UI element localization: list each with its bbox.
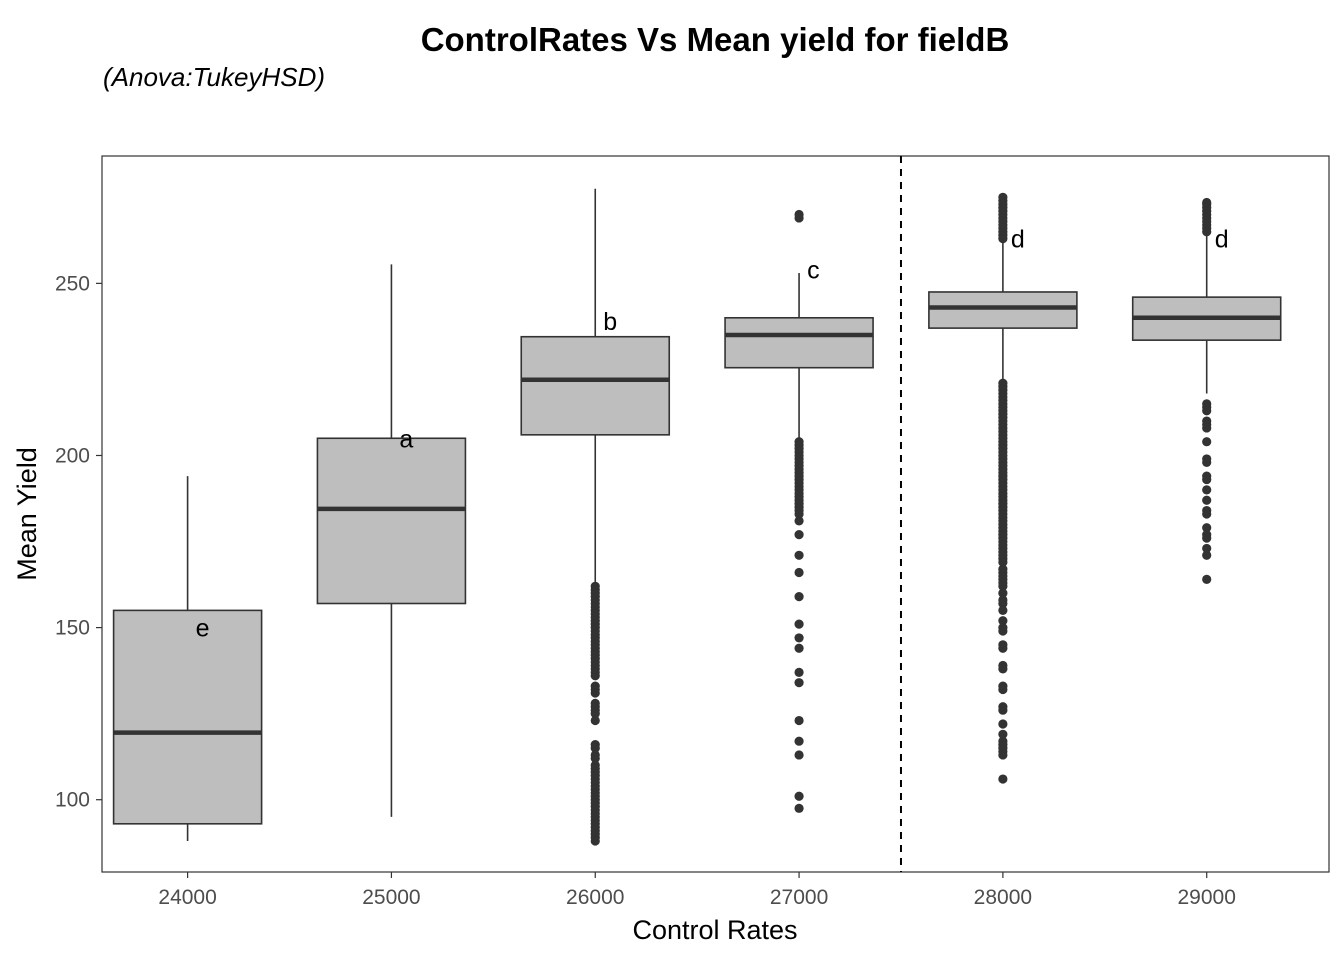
outlier-point <box>1202 543 1212 554</box>
outlier-point <box>590 743 600 753</box>
group-label: a <box>399 425 413 453</box>
outlier-point <box>998 626 1008 636</box>
outlier-point <box>794 567 804 578</box>
outlier-point <box>1202 406 1212 416</box>
outlier-point <box>794 592 804 602</box>
outlier-point <box>794 550 804 560</box>
chart-subtitle: (Anova:TukeyHSD) <box>103 62 325 92</box>
outlier-point <box>794 643 804 653</box>
outlier-point <box>794 530 804 540</box>
outlier-point <box>794 633 804 643</box>
y-tick-label: 100 <box>55 789 90 812</box>
outlier-point <box>1202 509 1212 519</box>
x-tick-label: 27000 <box>770 886 828 909</box>
x-tick-label: 24000 <box>158 886 216 909</box>
outlier-point <box>794 736 804 746</box>
outlier-point <box>590 671 600 681</box>
box <box>520 335 671 436</box>
x-tick-label: 26000 <box>566 886 624 909</box>
outlier-point <box>998 616 1008 626</box>
outlier-point <box>794 678 804 688</box>
outlier-point <box>590 709 600 719</box>
outlier-point <box>590 688 600 698</box>
y-tick-label: 250 <box>55 272 90 295</box>
chart-title: ControlRates Vs Mean yield for fieldB <box>421 21 1010 58</box>
outlier-point <box>794 750 804 760</box>
outlier-point <box>998 598 1008 609</box>
outlier-point <box>1202 437 1212 447</box>
outlier-point <box>1202 227 1212 237</box>
outlier-point <box>1202 485 1212 495</box>
outlier-point <box>998 234 1008 244</box>
outlier-point <box>998 729 1008 739</box>
outlier-point <box>1202 574 1212 585</box>
outlier-point <box>998 664 1008 674</box>
outlier-point <box>998 705 1008 715</box>
outlier-point <box>998 581 1008 591</box>
outlier-point <box>590 715 600 726</box>
outlier-point <box>998 588 1008 598</box>
outlier-point <box>1202 423 1212 433</box>
box <box>928 291 1078 329</box>
group-label: c <box>807 257 820 285</box>
outlier-point <box>794 509 804 519</box>
box <box>316 437 467 605</box>
y-tick-label: 150 <box>55 617 90 640</box>
x-tick-label: 29000 <box>1178 886 1236 909</box>
outlier-point <box>1202 474 1212 485</box>
plot-area: 100 150 200 250 24000 25000 26000 27000 28000 290… <box>55 155 1330 909</box>
outlier-point <box>998 557 1008 567</box>
outlier-point <box>1202 495 1212 505</box>
group-label: b <box>603 308 617 336</box>
outlier-point <box>1202 523 1212 533</box>
outlier-point <box>1202 533 1212 543</box>
x-axis-title: Control Rates <box>632 915 797 945</box>
box <box>112 609 263 825</box>
outlier-point <box>998 719 1008 729</box>
outlier-point <box>998 643 1008 653</box>
group-label: d <box>1011 226 1025 254</box>
group-label: d <box>1215 226 1229 254</box>
y-axis-title: Mean Yield <box>12 447 42 581</box>
outlier-point <box>794 213 804 223</box>
outlier-point <box>794 516 804 526</box>
outlier-point <box>590 753 600 764</box>
outlier-point <box>794 803 804 813</box>
outlier-point <box>1202 550 1212 560</box>
group-label: e <box>196 615 210 643</box>
outlier-point <box>998 774 1008 784</box>
y-tick-label: 200 <box>55 444 90 467</box>
x-tick-label: 25000 <box>362 886 420 909</box>
box <box>724 316 874 369</box>
outlier-point <box>794 791 804 801</box>
outlier-point <box>590 836 600 846</box>
x-tick-label: 28000 <box>974 886 1032 909</box>
outlier-point <box>794 619 804 629</box>
outlier-point <box>998 750 1008 760</box>
panel-border <box>101 155 1330 873</box>
outlier-point <box>1202 457 1212 467</box>
outlier-point <box>998 684 1008 695</box>
outlier-point <box>794 667 804 677</box>
outlier-point <box>794 715 804 726</box>
outlier-point <box>998 605 1008 615</box>
